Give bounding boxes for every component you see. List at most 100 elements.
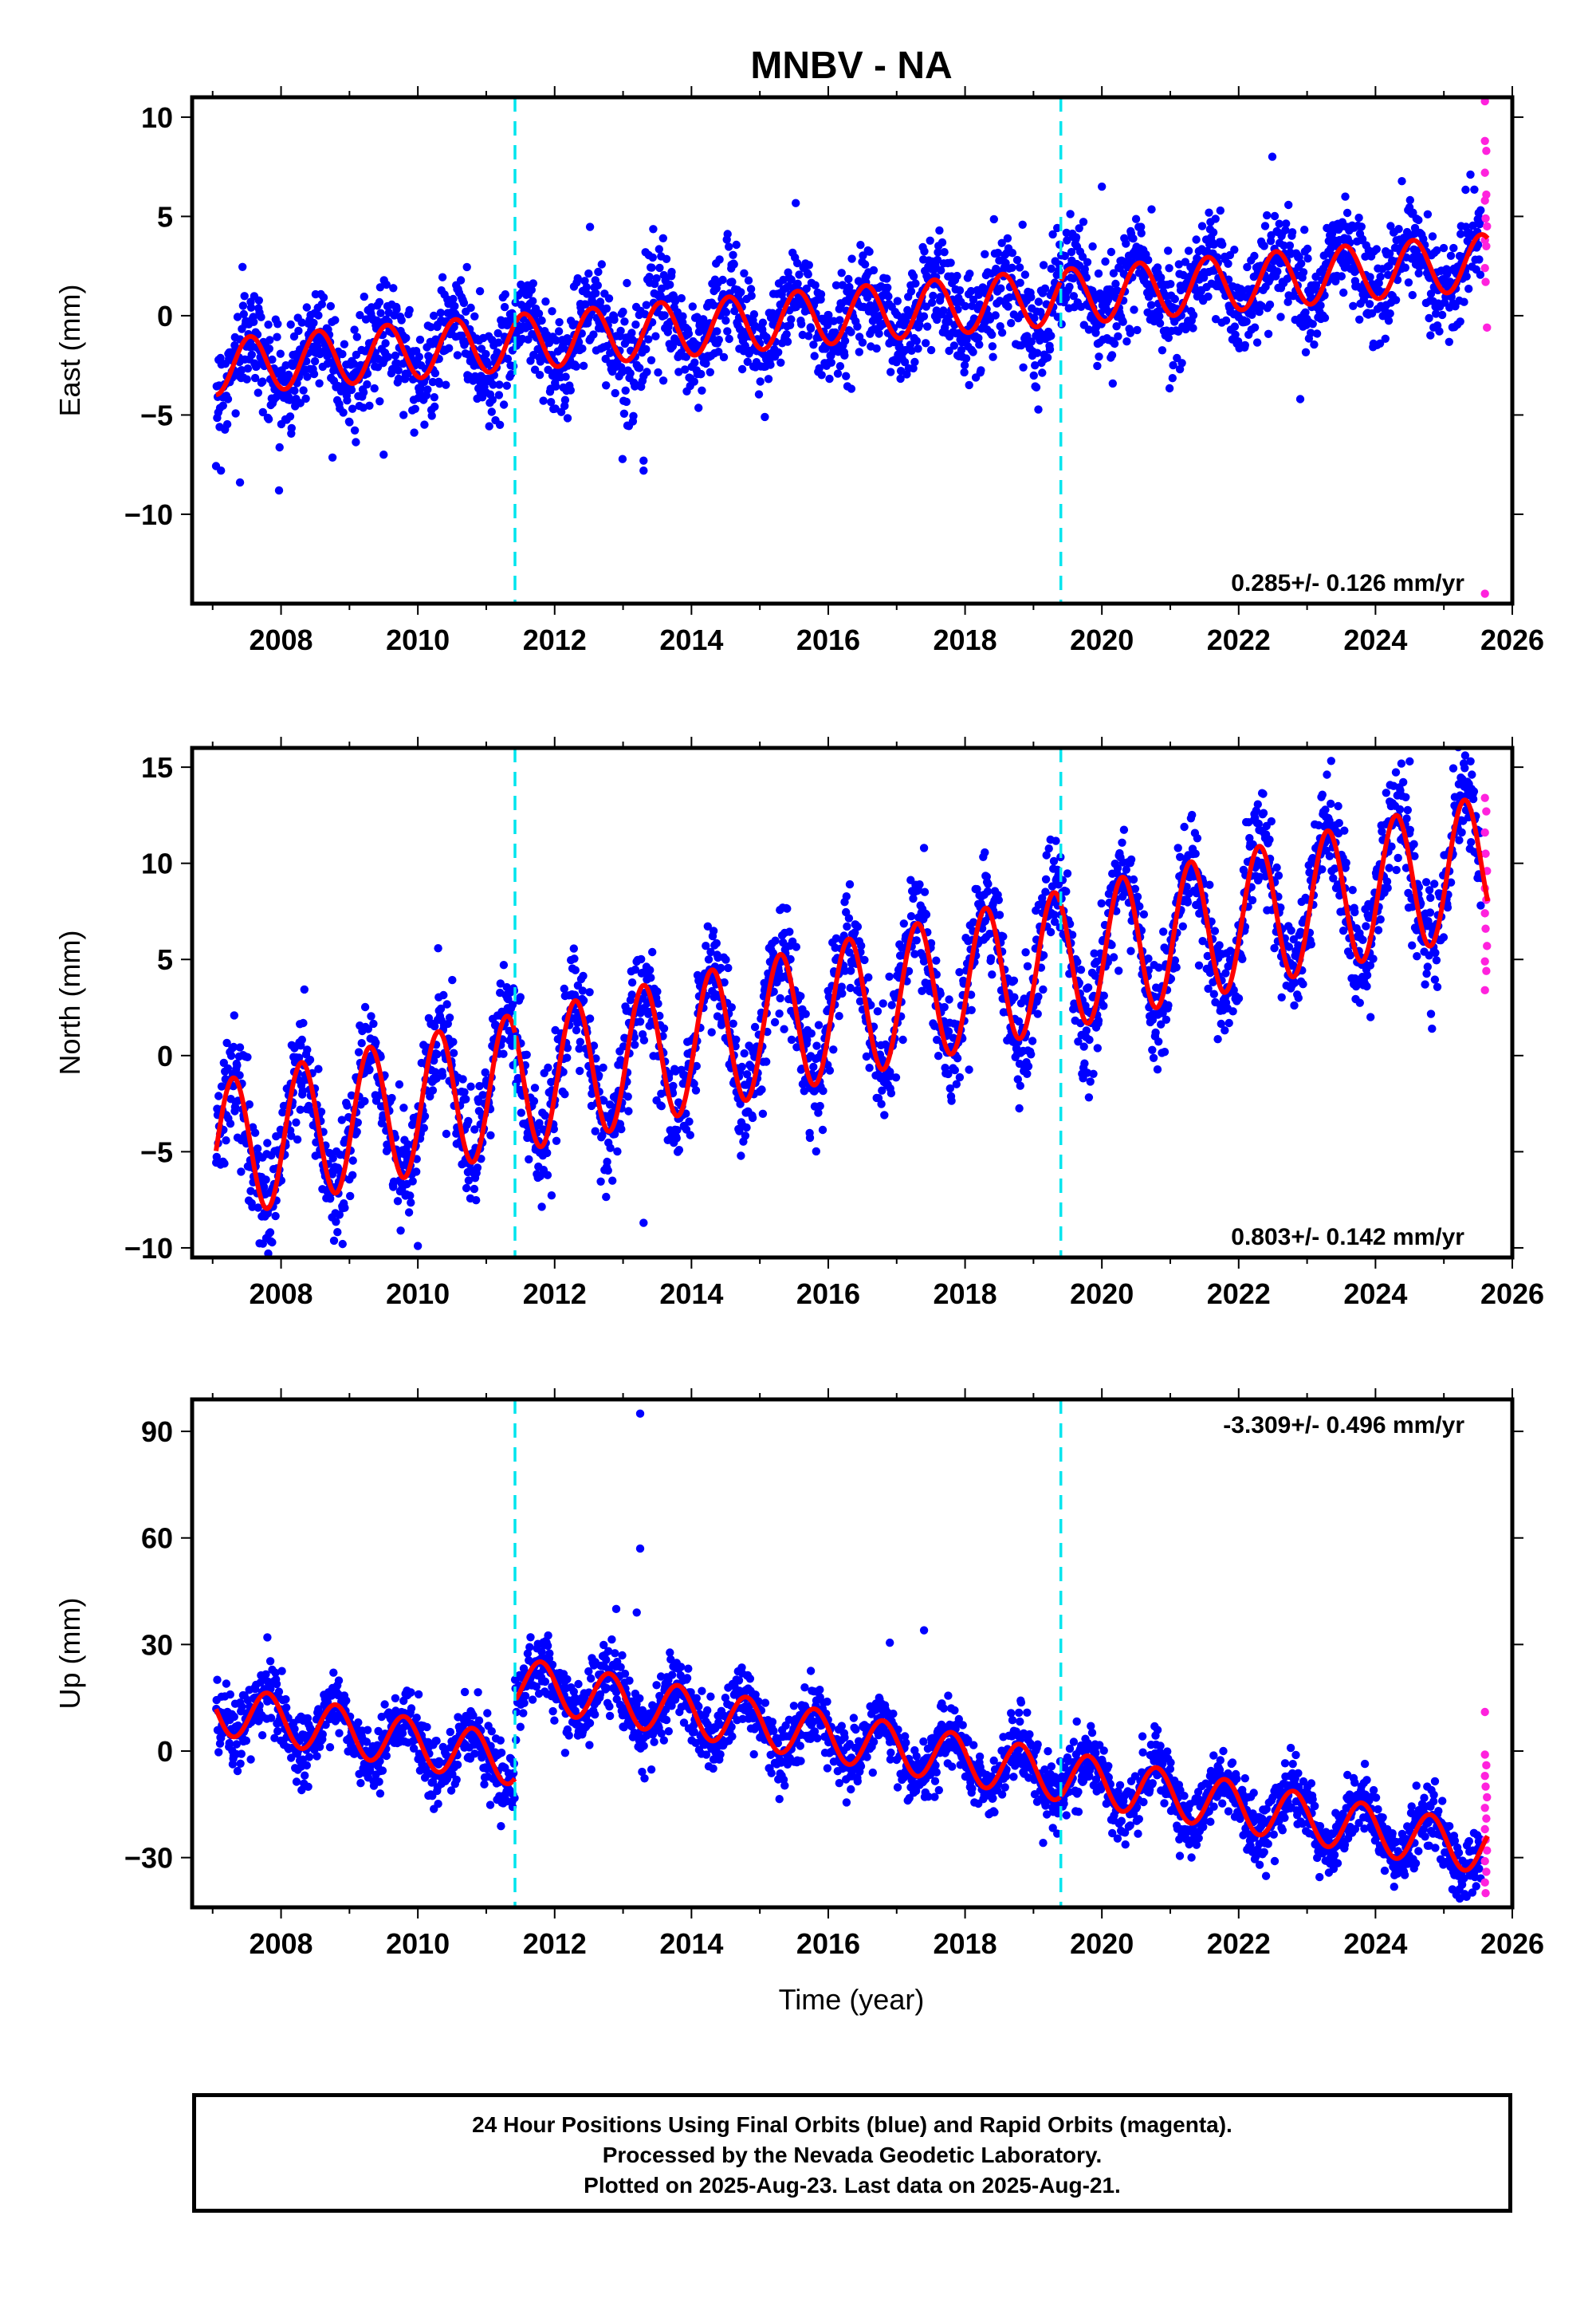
final-orbit-point	[1149, 1053, 1158, 1063]
final-orbit-point	[298, 1086, 307, 1096]
final-orbit-point	[1071, 233, 1081, 242]
rapid-orbit-points	[1480, 97, 1492, 598]
final-orbit-point	[395, 1080, 404, 1089]
final-orbit-point	[1008, 249, 1017, 258]
final-orbit-point	[1355, 315, 1364, 324]
x-tick-label: 2014	[659, 624, 723, 656]
final-orbit-point	[1242, 317, 1251, 326]
final-orbit-point	[1428, 232, 1437, 241]
final-orbit-point	[466, 303, 475, 313]
final-orbit-point	[1265, 300, 1275, 309]
final-orbit-point	[626, 369, 635, 378]
final-orbit-point	[403, 369, 412, 378]
final-orbit-point	[328, 453, 337, 462]
final-orbit-point	[1312, 329, 1322, 338]
final-orbit-point	[543, 1148, 552, 1158]
final-orbit-point	[481, 1068, 489, 1077]
final-orbit-point	[1041, 875, 1051, 884]
final-orbit-point	[1012, 255, 1022, 265]
final-orbit-point	[1189, 311, 1198, 320]
final-orbit-point	[886, 1088, 896, 1098]
final-orbit-point	[226, 1051, 236, 1061]
final-orbit-point	[570, 954, 579, 963]
final-orbit-point	[1218, 240, 1227, 249]
final-orbit-point	[945, 995, 953, 1004]
final-orbit-point	[732, 1035, 741, 1045]
x-tick-label: 2026	[1480, 1277, 1544, 1310]
final-orbit-point	[961, 301, 970, 311]
final-orbit-point	[544, 365, 552, 374]
final-orbit-point	[309, 318, 318, 328]
final-orbit-point	[585, 988, 594, 997]
final-orbit-point	[430, 402, 439, 411]
final-orbit-point	[829, 1045, 838, 1054]
final-orbit-point	[1281, 226, 1290, 234]
final-orbit-point	[570, 990, 580, 999]
x-tick-label: 2016	[796, 624, 860, 656]
final-orbit-point	[619, 409, 629, 418]
final-orbit-point	[250, 317, 258, 326]
final-orbit-point	[737, 1151, 745, 1160]
final-orbit-point	[1460, 297, 1468, 306]
final-orbit-point	[1164, 1001, 1173, 1009]
final-orbit-point	[932, 956, 941, 965]
x-tick-label: 2008	[249, 1277, 313, 1310]
final-orbit-point	[988, 330, 997, 339]
final-orbit-points	[212, 748, 1486, 1257]
final-orbit-point	[1240, 340, 1250, 350]
x-tick-label: 2024	[1343, 624, 1407, 656]
final-orbit-point	[534, 309, 544, 318]
rapid-orbit-point	[1483, 323, 1492, 333]
final-orbit-point	[1007, 319, 1016, 328]
final-orbit-point	[639, 1036, 649, 1045]
final-orbit-point	[1445, 337, 1454, 346]
final-orbit-point	[1114, 966, 1123, 975]
final-orbit-point	[1205, 208, 1213, 217]
final-orbit-point	[1107, 247, 1116, 257]
final-orbit-point	[991, 311, 1000, 320]
final-orbit-point	[547, 398, 556, 407]
final-orbit-point	[953, 271, 961, 281]
final-orbit-point	[412, 1167, 421, 1176]
final-orbit-point	[1015, 263, 1024, 272]
final-orbit-point	[853, 923, 863, 931]
final-orbit-point	[997, 284, 1005, 293]
final-orbit-point	[721, 955, 730, 964]
final-orbit-point	[420, 1112, 430, 1121]
final-orbit-point	[1211, 315, 1221, 324]
final-orbit-point	[758, 318, 768, 327]
final-orbit-point	[392, 305, 401, 314]
final-orbit-point	[651, 332, 660, 340]
final-orbit-point	[1397, 177, 1406, 186]
final-orbit-point	[875, 329, 883, 338]
final-orbit-point	[860, 260, 870, 269]
final-orbit-point	[637, 954, 646, 964]
final-orbit-point	[838, 989, 847, 998]
final-orbit-point	[258, 407, 267, 417]
plot-frame	[190, 95, 1515, 606]
final-orbit-point	[430, 1056, 438, 1065]
final-orbit-point	[741, 1131, 750, 1140]
final-orbit-point	[579, 996, 588, 1005]
final-orbit-point	[623, 278, 631, 288]
final-orbit-point	[337, 1116, 346, 1124]
final-orbit-point	[535, 1119, 544, 1127]
final-orbit-point	[438, 1071, 447, 1080]
final-orbit-point	[1089, 1069, 1098, 1079]
final-orbit-point	[713, 327, 721, 336]
final-orbit-point	[423, 385, 432, 394]
rapid-orbit-point	[1480, 97, 1489, 106]
final-orbit-point	[721, 316, 730, 325]
final-orbit-point	[1316, 301, 1325, 310]
final-orbit-point	[442, 1000, 451, 1009]
final-orbit-point	[847, 328, 855, 336]
final-orbit-point	[381, 339, 390, 348]
final-orbit-point	[710, 301, 718, 309]
final-orbit-point	[369, 1019, 378, 1029]
final-orbit-point	[1476, 206, 1485, 214]
final-orbit-point	[1078, 252, 1087, 262]
final-orbit-point	[674, 1146, 684, 1155]
final-orbit-point	[1243, 262, 1252, 272]
final-orbit-point	[263, 1139, 272, 1147]
final-orbit-point	[1189, 324, 1197, 333]
